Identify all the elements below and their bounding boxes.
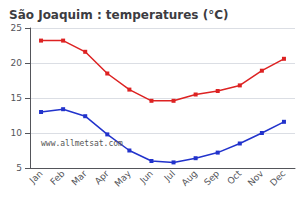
svg-text:Apr: Apr (93, 168, 111, 186)
svg-text:Nov: Nov (246, 168, 266, 188)
svg-text:10: 10 (11, 128, 23, 138)
svg-text:15: 15 (11, 93, 22, 103)
svg-text:5: 5 (16, 163, 22, 173)
svg-text:Jun: Jun (137, 168, 155, 186)
svg-text:20: 20 (11, 58, 23, 68)
svg-text:Oct: Oct (225, 168, 243, 186)
svg-text:May: May (113, 168, 134, 189)
svg-text:São Joaquim : temperatures (°C: São Joaquim : temperatures (°C) (9, 8, 228, 22)
svg-text:Mar: Mar (70, 168, 89, 187)
svg-text:Jul: Jul (162, 168, 177, 183)
svg-text:Dec: Dec (268, 168, 287, 187)
svg-text:Aug: Aug (180, 168, 199, 187)
svg-text:Jan: Jan (27, 168, 45, 186)
svg-text:www.allmetsat.com: www.allmetsat.com (41, 139, 123, 148)
svg-text:25: 25 (11, 23, 22, 33)
svg-text:Feb: Feb (48, 168, 67, 187)
svg-text:Sep: Sep (202, 168, 221, 187)
